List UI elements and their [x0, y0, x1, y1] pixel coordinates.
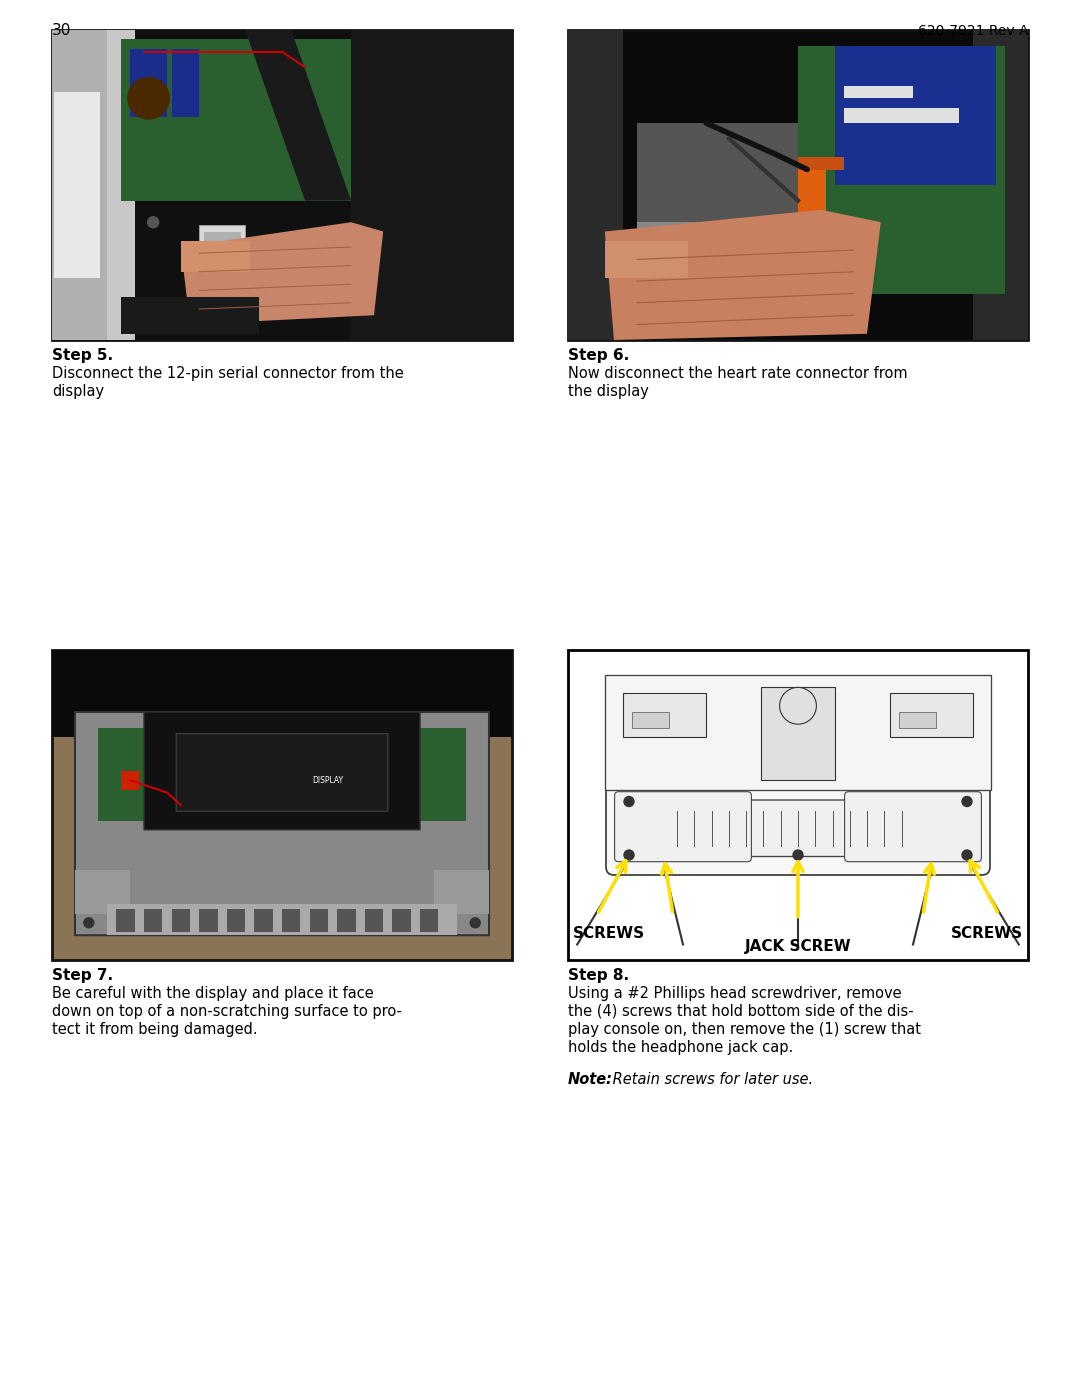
Polygon shape [180, 222, 383, 324]
Circle shape [624, 849, 634, 861]
Bar [392, 909, 410, 932]
Polygon shape [605, 210, 881, 339]
Bar [52, 29, 107, 339]
Bar [420, 909, 438, 932]
Circle shape [780, 687, 816, 724]
Bar [310, 909, 328, 932]
Bar [172, 909, 190, 932]
Text: SCREWS: SCREWS [572, 926, 645, 942]
Bar [761, 687, 835, 780]
Bar [52, 650, 512, 736]
FancyBboxPatch shape [606, 781, 990, 875]
FancyBboxPatch shape [664, 800, 932, 856]
Bar [633, 712, 670, 728]
Bar [54, 92, 100, 278]
Bar [890, 693, 973, 736]
Bar [199, 225, 245, 263]
Circle shape [84, 918, 94, 928]
Text: display: display [52, 384, 104, 400]
Circle shape [793, 849, 804, 861]
Bar [121, 39, 374, 201]
Text: DISPLAY: DISPLAY [312, 775, 343, 785]
Bar [605, 675, 991, 789]
Bar [144, 909, 162, 932]
Bar [52, 29, 135, 339]
Bar [798, 46, 1005, 293]
Bar [798, 161, 825, 222]
FancyBboxPatch shape [176, 733, 388, 812]
Bar [204, 232, 241, 256]
Bar [900, 712, 936, 728]
Bar [199, 909, 217, 932]
Text: JACK SCREW: JACK SCREW [745, 940, 851, 954]
Circle shape [127, 77, 170, 119]
Bar [798, 156, 843, 169]
Text: 30: 30 [52, 22, 71, 38]
Bar [98, 728, 465, 820]
Bar [282, 909, 300, 932]
Bar [117, 909, 135, 932]
Bar [107, 904, 457, 935]
Bar [337, 909, 355, 932]
Circle shape [962, 796, 972, 806]
Text: Step 7.: Step 7. [52, 968, 113, 983]
Bar [697, 228, 752, 247]
Text: Step 5.: Step 5. [52, 348, 113, 363]
Text: holds the headphone jack cap.: holds the headphone jack cap. [568, 1039, 793, 1055]
Text: down on top of a non-scratching surface to pro-: down on top of a non-scratching surface … [52, 1004, 402, 1018]
Text: Retain screws for later use.: Retain screws for later use. [608, 1073, 813, 1087]
Bar [121, 296, 259, 334]
Circle shape [624, 796, 634, 806]
Bar [637, 222, 798, 232]
FancyBboxPatch shape [615, 792, 752, 862]
Circle shape [962, 849, 972, 861]
Bar [75, 870, 131, 914]
Bar [351, 29, 512, 339]
Bar [180, 240, 249, 272]
Bar [843, 108, 959, 123]
Text: the display: the display [568, 384, 649, 400]
Bar [637, 123, 798, 232]
Text: Be careful with the display and place it face: Be careful with the display and place it… [52, 986, 374, 1002]
FancyBboxPatch shape [75, 712, 489, 935]
Bar [835, 46, 996, 184]
Bar [434, 870, 489, 914]
Bar [973, 29, 1028, 339]
Bar [52, 29, 512, 339]
Text: the (4) screws that hold bottom side of the dis-: the (4) screws that hold bottom side of … [568, 1004, 914, 1018]
Circle shape [470, 918, 481, 928]
Bar [843, 85, 913, 98]
Text: play console on, then remove the (1) screw that: play console on, then remove the (1) scr… [568, 1023, 921, 1037]
Text: Note:: Note: [568, 1073, 613, 1087]
Circle shape [148, 217, 159, 228]
Bar [227, 909, 245, 932]
Bar [172, 49, 199, 117]
Text: tect it from being damaged.: tect it from being damaged. [52, 1023, 258, 1037]
Text: Step 8.: Step 8. [568, 968, 630, 983]
Text: Disconnect the 12-pin serial connector from the: Disconnect the 12-pin serial connector f… [52, 366, 404, 381]
Bar [131, 49, 167, 117]
FancyBboxPatch shape [144, 712, 420, 830]
Text: Step 6.: Step 6. [568, 348, 630, 363]
Bar [605, 240, 688, 278]
Bar [52, 650, 512, 960]
Bar [568, 29, 1028, 339]
Text: Now disconnect the heart rate connector from: Now disconnect the heart rate connector … [568, 366, 907, 381]
Bar [568, 29, 623, 339]
Text: 620-7921 Rev A: 620-7921 Rev A [918, 24, 1028, 38]
Text: Using a #2 Phillips head screwdriver, remove: Using a #2 Phillips head screwdriver, re… [568, 986, 902, 1002]
Bar [365, 909, 383, 932]
Bar [255, 909, 273, 932]
Bar [623, 693, 706, 736]
Text: SCREWS: SCREWS [951, 926, 1024, 942]
FancyBboxPatch shape [845, 792, 982, 862]
Polygon shape [245, 29, 351, 201]
Bar [121, 771, 139, 789]
Bar [568, 650, 1028, 960]
